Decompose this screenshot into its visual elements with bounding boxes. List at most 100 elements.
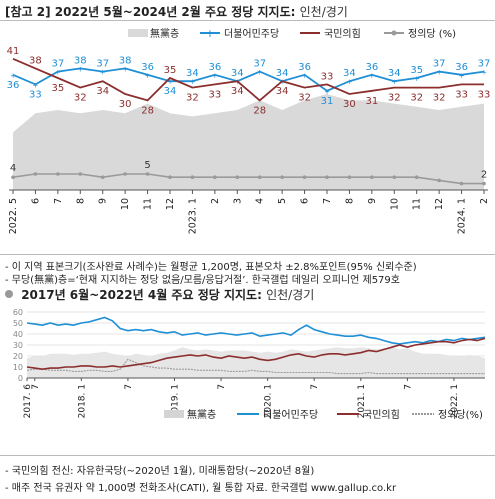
justice-point-marker	[302, 175, 307, 179]
justice-point-marker	[145, 172, 150, 176]
justice-data-label: 2	[481, 170, 487, 181]
democratic-point-marker: +	[257, 69, 263, 77]
justice-point-marker	[370, 175, 374, 179]
legend-ppp: 국민의힘	[300, 28, 361, 40]
ppp-data-label: 32	[388, 93, 401, 104]
top-x-tick-label: 2022. 5	[8, 198, 19, 234]
democratic-data-label: 34	[388, 68, 401, 79]
democratic-point-marker: +	[10, 72, 16, 80]
democratic-point-marker: +	[459, 72, 465, 80]
democratic-point-marker: +	[436, 69, 442, 77]
series-ppp-line	[12, 57, 484, 102]
bottom-y-tick-label: 0	[18, 374, 23, 383]
legend-label: 정의당 (%)	[408, 28, 456, 40]
democratic-point-marker: +	[145, 72, 151, 80]
legend-label: 국민의힘	[363, 409, 400, 421]
bottom-x-tick-label: 2021. 1	[357, 384, 367, 418]
top-notes-divider	[0, 254, 495, 255]
top-x-tick-label: 10	[120, 198, 131, 210]
bottom-x-tick-label: 2018. 1	[77, 384, 87, 418]
top-x-tick-label: 5	[277, 198, 288, 204]
ppp-data-label: 34	[231, 86, 244, 97]
justice-point-marker	[482, 181, 486, 186]
bottom-chart-title-main: 2017년 6월~2022년 4월 주요 정당 지지도:	[21, 288, 262, 302]
democratic-data-label: 34	[164, 86, 177, 97]
top-chart-title-region: 인천/경기	[299, 5, 348, 19]
top-x-tick-label: 6	[300, 198, 311, 204]
democratic-point-marker: +	[369, 72, 375, 80]
democratic-data-label: 36	[7, 80, 20, 91]
top-chart: 無黨층 + 더불어민주당 국민의힘 정의당 (%)+++ + + +++ ++++++++++ +…	[7, 27, 491, 234]
top-x-tick-label: 2023. 1	[187, 198, 198, 234]
democratic-data-label: 34	[276, 68, 289, 79]
justice-point-marker	[56, 172, 60, 176]
democratic-point-marker: +	[302, 72, 308, 80]
top-x-tick-label: 4	[255, 198, 266, 204]
justice-point-marker	[347, 175, 352, 179]
democratic-data-label: 36	[298, 62, 311, 73]
democratic-data-label: 37	[96, 59, 109, 70]
series-democratic-line	[26, 316, 486, 345]
top-x-tick-label: 2024. 1	[457, 198, 468, 234]
ppp-data-label: 41	[7, 46, 20, 57]
bottom-y-tick-label: 20	[13, 352, 23, 361]
top-divider	[0, 20, 495, 21]
series-justice-line	[12, 173, 484, 185]
series-democratic-line	[12, 67, 485, 92]
top-x-tick-label: 9	[367, 198, 378, 204]
ppp-data-label: 32	[433, 93, 446, 104]
ppp-data-label: 34	[96, 86, 109, 97]
top-legend: 無黨층 + 더불어민주당 국민의힘 정의당 (%)	[128, 27, 456, 40]
bottom-notes-divider	[0, 455, 495, 456]
democratic-point-marker: +	[32, 81, 38, 89]
bottom-y-tick-label: 60	[13, 308, 23, 317]
ppp-data-label: 33	[208, 89, 221, 100]
bottom-y-tick-label: 10	[13, 363, 23, 372]
ppp-data-label: 32	[74, 93, 87, 104]
democratic-point-marker: +	[77, 65, 83, 73]
bottom-x-tick-label: 7	[403, 384, 413, 390]
series-ppp-line	[26, 337, 486, 371]
legend-label: 無黨층	[150, 27, 179, 40]
top-x-tick-label: 8	[344, 198, 355, 204]
democratic-data-label: 36	[365, 62, 378, 73]
democratic-point-marker: +	[346, 78, 352, 86]
top-x-tick-label: 2	[210, 198, 221, 204]
democratic-data-label: 37	[433, 59, 446, 70]
bottom-x-tick-label: 2020. 1	[264, 384, 274, 418]
ppp-data-label: 32	[186, 93, 199, 104]
justice-point-marker	[123, 172, 127, 176]
ppp-data-label: 28	[253, 105, 266, 116]
top-x-tick-label: 2	[479, 198, 490, 204]
bullet-dot	[5, 290, 13, 298]
democratic-data-label: 34	[186, 68, 199, 79]
top-x-tick-label: 12	[434, 198, 445, 210]
justice-point-marker	[168, 175, 172, 179]
justice-point-marker	[280, 175, 284, 179]
democratic-data-label: 36	[208, 62, 221, 73]
bottom-x-tick-label: 7	[217, 384, 227, 390]
ppp-data-label: 34	[276, 86, 289, 97]
series-nonpartisan-area	[27, 347, 485, 378]
bottom-note-predecessor: - 국민의힘 전신: 자유한국당(~2020년 1월), 미래통합당(~2020…	[5, 466, 315, 477]
bottom-x-tick-label: 7	[124, 384, 134, 390]
democratic-data-label: 38	[119, 55, 132, 66]
top-x-tick-label: 9	[98, 198, 109, 204]
justice-point-marker	[437, 178, 441, 183]
ppp-data-label: 33	[478, 89, 491, 100]
top-note-sample: - 이 지역 표본크기(조사완료 사례수)는 월평균 1,200명, 표본오차 …	[5, 262, 417, 273]
democratic-point-marker: +	[324, 88, 330, 96]
top-x-tick-label: 11	[143, 198, 154, 210]
ppp-data-label: 33	[455, 89, 468, 100]
legend-marker	[391, 30, 397, 36]
legend-label: 더불어민주당	[263, 409, 318, 421]
legend-nonpartisan: 無黨층	[128, 27, 179, 40]
legend-label: 국민의힘	[324, 28, 361, 40]
democratic-point-marker: +	[100, 69, 106, 77]
democratic-data-label: 38	[74, 55, 87, 66]
bottom-x-tick-label: 2022. 1	[450, 384, 460, 418]
legend-justice: 정의당 (%)	[384, 28, 456, 40]
legend-marker: +	[205, 27, 214, 40]
bottom-chart-title: 2017년 6월~2022년 4월 주요 정당 지지도: 인천/경기	[5, 286, 314, 303]
